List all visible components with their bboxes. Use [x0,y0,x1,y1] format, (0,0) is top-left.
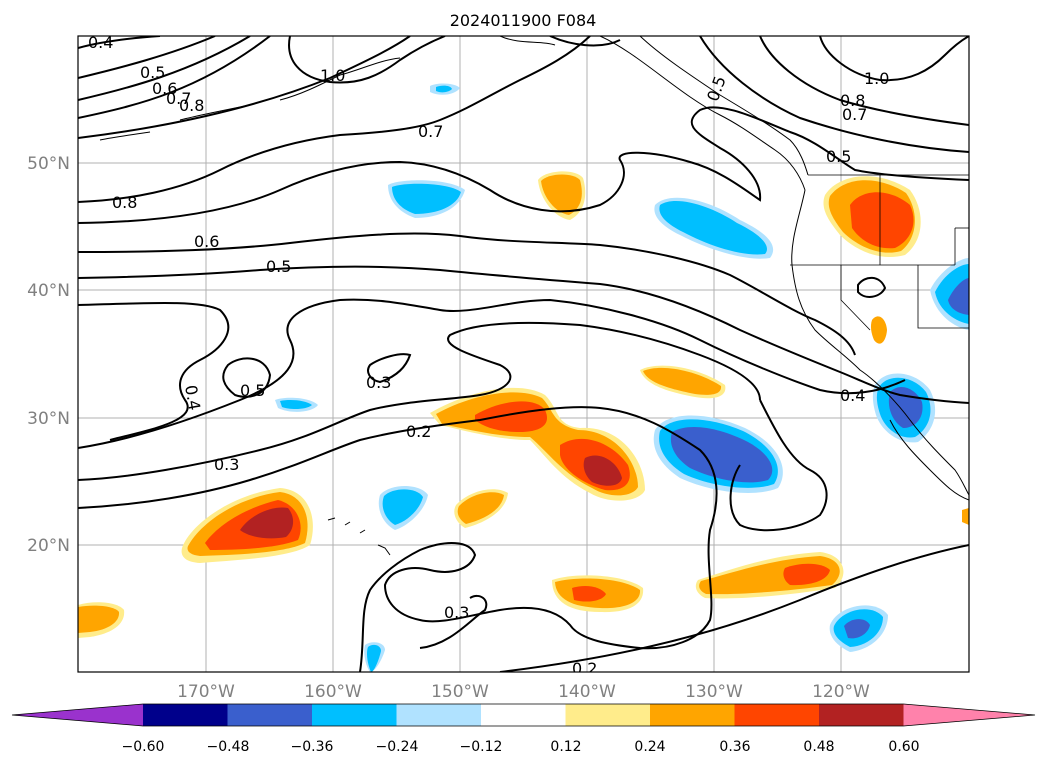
contour-label: 0.5 [240,381,265,400]
contour-label: 0.3 [214,455,239,474]
contour-label: 0.5 [140,63,165,82]
contour-label: 0.5 [266,257,291,276]
colorbar-extend-high [903,704,1035,726]
lon-label: 140°W [558,682,616,702]
contour-label: 1.0 [320,66,345,85]
colorbar-tick: 0.48 [803,739,834,755]
colorbar-segment [565,704,651,726]
map-frame [77,35,970,673]
contour-label: 0.8 [112,193,137,212]
colorbar-segment [312,704,398,726]
colorbar-tick: −0.12 [460,739,503,755]
contour-label: 0.8 [840,91,865,110]
colorbar-segment [650,704,736,726]
contour-label: 0.4 [840,386,865,405]
gridlines [78,36,969,672]
lat-label: 20°N [27,536,70,556]
colorbar: −0.60 −0.48 −0.36 −0.24 −0.12 0.12 0.24 … [11,703,1036,755]
colorbar-segment [396,704,482,726]
map-title: 2024011900 F084 [450,11,597,30]
contour-label: 0.2 [572,659,597,678]
colorbar-segment [819,704,905,726]
latitude-labels: 50°N 40°N 30°N 20°N [27,154,70,556]
colorbar-tick: −0.48 [207,739,250,755]
longitude-labels: 170°W 160°W 150°W 140°W 130°W 120°W [177,682,870,702]
contour-lines [78,36,969,672]
contour-label: 0.5 [826,147,851,166]
colorbar-tick: −0.36 [291,739,334,755]
contour-label: 0.6 [194,232,219,251]
contour-label: 0.2 [406,422,431,441]
contour-labels: 0.4 0.5 0.6 0.7 0.8 1.0 0.7 0.8 0.6 0.5 … [88,33,889,678]
lon-label: 170°W [177,682,235,702]
contour-label: 0.4 [88,33,113,52]
lon-label: 130°W [685,682,743,702]
lon-label: 160°W [304,682,362,702]
contour-label: 0.7 [418,122,443,141]
colorbar-tick: −0.60 [122,739,165,755]
contour-label: 0.8 [179,96,204,115]
colorbar-segment [227,704,313,726]
colorbar-segment [143,704,229,726]
colorbar-segment [734,704,820,726]
colorbar-extend-low [12,704,143,726]
negative-anomalies [275,83,969,672]
lat-label: 50°N [27,154,70,174]
contour-label: 1.0 [864,69,889,88]
lon-label: 120°W [812,682,870,702]
contour-label: 0.7 [842,105,867,124]
contour-label: 0.3 [444,603,469,622]
colorbar-tick: 0.60 [888,739,919,755]
lat-label: 30°N [27,409,70,429]
colorbar-outline [11,703,1036,727]
colorbar-tick: 0.36 [719,739,750,755]
lat-label: 40°N [27,281,70,301]
colorbar-tick: 0.12 [550,739,581,755]
contour-label: 0.4 [181,383,204,411]
lon-label: 150°W [431,682,489,702]
contour-label: 0.7 [166,89,191,108]
colorbar-tick: −0.24 [376,739,419,755]
contour-label: 0.6 [152,79,177,98]
contour-label: 0.3 [366,373,391,392]
colorbar-segment [481,704,567,726]
colorbar-tick: 0.24 [634,739,665,755]
